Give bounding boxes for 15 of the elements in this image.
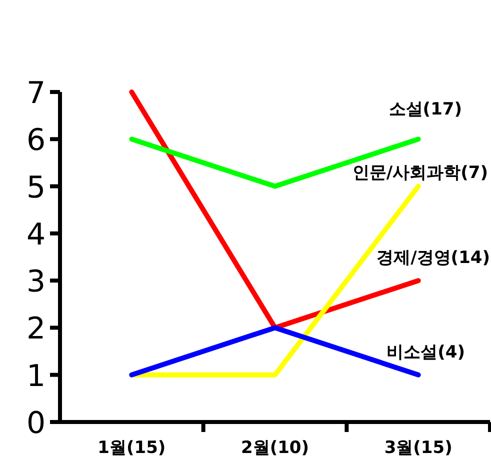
series-label: 비소설(4): [386, 342, 465, 362]
y-tick-label: 0: [26, 406, 46, 441]
x-tick-label: 3월(15): [384, 438, 452, 458]
x-tick-label: 1월(15): [98, 438, 166, 458]
y-tick-label: 1: [26, 358, 46, 394]
y-tick-label: 6: [26, 123, 46, 158]
x-tick-label: 2월(10): [240, 438, 310, 458]
series-label: 소설(17): [388, 100, 462, 120]
y-tick-label: 2: [26, 312, 46, 347]
y-tick-label: 7: [26, 76, 46, 111]
series-label: 인문/사회과학(7): [352, 163, 488, 184]
y-tick-label: 4: [26, 217, 46, 252]
y-tick-label: 5: [26, 170, 46, 206]
series-label: 경제/경영(14): [376, 248, 490, 268]
y-tick-label: 3: [26, 264, 46, 300]
